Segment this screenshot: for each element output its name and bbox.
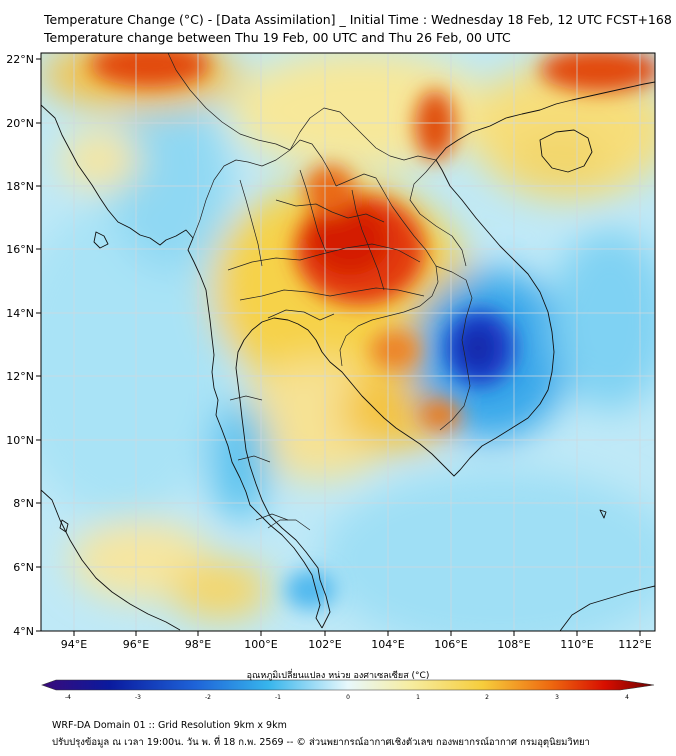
lat-label: 16°N xyxy=(6,243,34,256)
footer-credit: ปรับปรุงข้อมูล ณ เวลา 19:00น. วัน พ. ที่… xyxy=(52,737,590,748)
colorbar-tick: -2 xyxy=(205,694,211,700)
lon-label: 102°E xyxy=(308,638,341,651)
colorbar-tick: 0 xyxy=(346,694,350,700)
map-frame xyxy=(40,52,656,632)
lon-label: 98°E xyxy=(185,638,211,651)
lat-label: 8°N xyxy=(13,497,34,510)
colorbar-tick: -3 xyxy=(135,694,141,700)
colorbar-tick: 4 xyxy=(625,694,629,700)
colorbar-tick: 1 xyxy=(416,694,420,700)
colorbar-tick: -1 xyxy=(275,694,281,700)
lon-label: 100°E xyxy=(244,638,277,651)
lat-label: 14°N xyxy=(6,307,34,320)
lat-label: 4°N xyxy=(13,625,34,638)
map-title: Temperature Change (°C) - [Data Assimila… xyxy=(44,12,672,27)
latitude-labels: 22°N 20°N 18°N 16°N 14°N 12°N 10°N 8°N 6… xyxy=(6,53,34,638)
lat-label: 18°N xyxy=(6,180,34,193)
axis-ticks xyxy=(36,58,641,636)
lon-label: 96°E xyxy=(123,638,149,651)
coastlines xyxy=(41,81,655,631)
colorbar-ticks: -4 -3 -2 -1 0 1 2 3 4 xyxy=(65,694,629,700)
lon-label: 110°E xyxy=(560,638,593,651)
colorbar-label: อุณหภูมิเปลี่ยนแปลง หน่วย องศาเซลเซียส (… xyxy=(246,671,430,681)
map-subtitle: Temperature change between Thu 19 Feb, 0… xyxy=(44,30,511,45)
longitude-labels: 94°E 96°E 98°E 100°E 102°E 104°E 106°E 1… xyxy=(61,638,652,651)
footer-model-info: WRF-DA Domain 01 :: Grid Resolution 9km … xyxy=(52,720,287,731)
colorbar: -4 -3 -2 -1 0 1 2 3 4 xyxy=(41,679,655,700)
temperature-change-map: 22°N 20°N 18°N 16°N 14°N 12°N 10°N 8°N 6… xyxy=(6,52,656,700)
lat-label: 22°N xyxy=(6,53,34,66)
lon-label: 108°E xyxy=(497,638,530,651)
lat-label: 10°N xyxy=(6,434,34,447)
colorbar-tick: 3 xyxy=(555,694,559,700)
lon-label: 106°E xyxy=(434,638,467,651)
lat-label: 20°N xyxy=(6,117,34,130)
lon-label: 94°E xyxy=(61,638,87,651)
lat-label: 12°N xyxy=(6,370,34,383)
colorbar-tick: 2 xyxy=(485,694,489,700)
lon-label: 112°E xyxy=(618,638,651,651)
colorbar-tick: -4 xyxy=(65,694,71,700)
graticule xyxy=(41,53,655,631)
colorbar-gradient xyxy=(41,679,655,691)
borders xyxy=(167,53,473,531)
lat-label: 6°N xyxy=(13,561,34,574)
lon-label: 104°E xyxy=(371,638,404,651)
temperature-field xyxy=(41,53,655,631)
